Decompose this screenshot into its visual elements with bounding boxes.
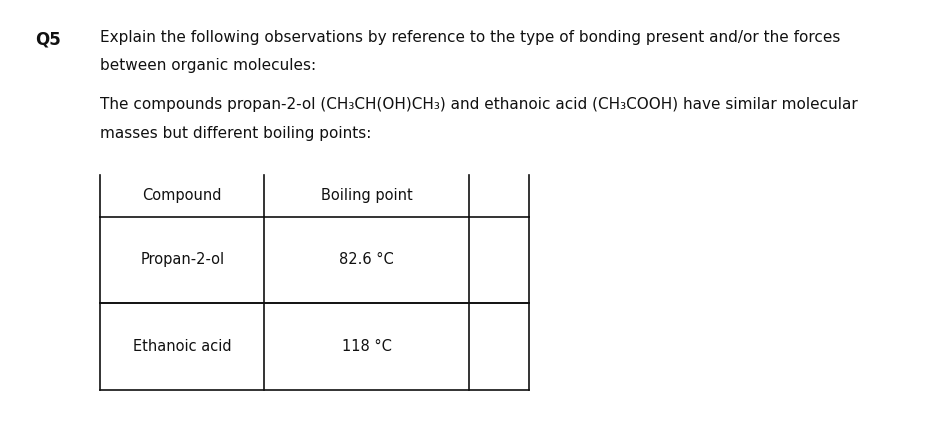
Text: Q5: Q5 bbox=[35, 30, 61, 48]
Text: Propan-2-ol: Propan-2-ol bbox=[140, 252, 224, 267]
Text: between organic molecules:: between organic molecules: bbox=[100, 58, 316, 74]
Text: Explain the following observations by reference to the type of bonding present a: Explain the following observations by re… bbox=[100, 30, 840, 45]
Text: masses but different boiling points:: masses but different boiling points: bbox=[100, 126, 371, 141]
Text: Ethanoic acid: Ethanoic acid bbox=[133, 339, 232, 354]
Text: 118 °C: 118 °C bbox=[341, 339, 391, 354]
Text: 82.6 °C: 82.6 °C bbox=[339, 252, 393, 267]
Text: The compounds propan-2-ol (CH₃CH(OH)CH₃) and ethanoic acid (CH₃COOH) have simila: The compounds propan-2-ol (CH₃CH(OH)CH₃)… bbox=[100, 97, 857, 113]
Text: Boiling point: Boiling point bbox=[321, 188, 412, 204]
Text: Compound: Compound bbox=[143, 188, 222, 204]
